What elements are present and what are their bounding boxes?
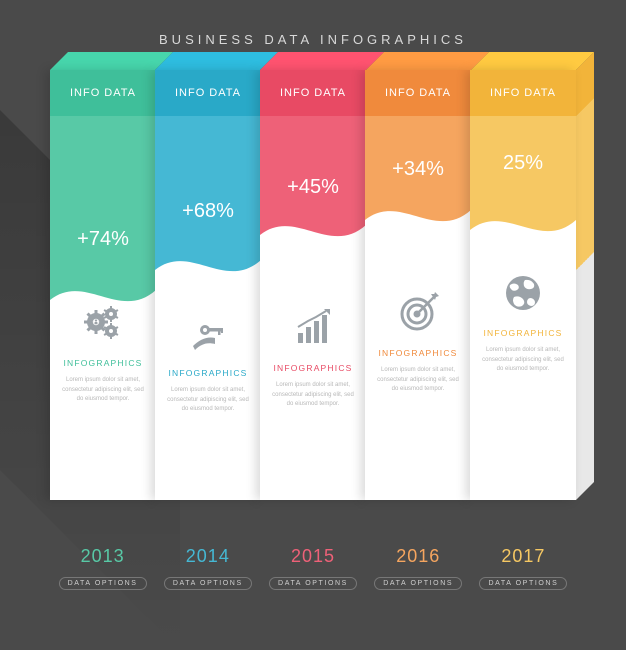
target-icon xyxy=(375,290,461,336)
year-item: 2013 DATA OPTIONS xyxy=(50,546,155,590)
column-header: INFO DATA xyxy=(260,70,366,116)
info-column: INFO DATA 25% INFOGRAPHICS Lorem ipsum d… xyxy=(470,70,576,500)
gears-icon xyxy=(60,300,146,346)
percentage-value: +34% xyxy=(365,158,471,181)
info-column: INFO DATA +74% INFOGRAPHICS Lorem ipsum … xyxy=(50,70,156,500)
year-number: 2016 xyxy=(366,546,471,567)
year-item: 2015 DATA OPTIONS xyxy=(260,546,365,590)
column-heading: INFOGRAPHICS xyxy=(480,328,566,338)
column-bottom: INFOGRAPHICS Lorem ipsum dolor sit amet,… xyxy=(260,305,366,500)
years-row: 2013 DATA OPTIONS 2014 DATA OPTIONS 2015… xyxy=(50,546,576,590)
data-options-pill: DATA OPTIONS xyxy=(374,577,462,590)
percentage-value: +45% xyxy=(260,176,366,199)
top-3d-face xyxy=(50,52,594,70)
year-item: 2016 DATA OPTIONS xyxy=(366,546,471,590)
column-lorem: Lorem ipsum dolor sit amet, consectetur … xyxy=(165,386,251,415)
info-column: INFO DATA +68% INFOGRAPHICS Lorem ipsum … xyxy=(155,70,261,500)
year-number: 2013 xyxy=(50,546,155,567)
column-lorem: Lorem ipsum dolor sit amet, consectetur … xyxy=(270,381,356,410)
data-options-pill: DATA OPTIONS xyxy=(269,577,357,590)
column-lorem: Lorem ipsum dolor sit amet, consectetur … xyxy=(480,346,566,375)
year-item: 2017 DATA OPTIONS xyxy=(471,546,576,590)
info-column: INFO DATA +45% INFOGRAPHICS Lorem ipsum … xyxy=(260,70,366,500)
column-header: INFO DATA xyxy=(155,70,261,116)
page-title: BUSINESS DATA INFOGRAPHICS xyxy=(0,0,626,47)
chart-icon xyxy=(270,305,356,351)
column-heading: INFOGRAPHICS xyxy=(60,358,146,368)
percentage-value: +68% xyxy=(155,200,261,223)
year-number: 2017 xyxy=(471,546,576,567)
percentage-value: 25% xyxy=(470,152,576,175)
data-options-pill: DATA OPTIONS xyxy=(59,577,147,590)
globe-icon xyxy=(480,270,566,316)
data-options-pill: DATA OPTIONS xyxy=(164,577,252,590)
year-number: 2014 xyxy=(155,546,260,567)
column-heading: INFOGRAPHICS xyxy=(375,348,461,358)
column-lorem: Lorem ipsum dolor sit amet, consectetur … xyxy=(60,376,146,405)
info-column: INFO DATA +34% INFOGRAPHICS Lorem ipsum … xyxy=(365,70,471,500)
key-icon xyxy=(165,310,251,356)
year-number: 2015 xyxy=(260,546,365,567)
right-3d-face xyxy=(576,52,594,500)
column-header: INFO DATA xyxy=(470,70,576,116)
column-header: INFO DATA xyxy=(365,70,471,116)
percentage-value: +74% xyxy=(50,228,156,251)
year-item: 2014 DATA OPTIONS xyxy=(155,546,260,590)
column-heading: INFOGRAPHICS xyxy=(165,368,251,378)
column-heading: INFOGRAPHICS xyxy=(270,363,356,373)
infographic-stage: INFO DATA +74% INFOGRAPHICS Lorem ipsum … xyxy=(50,70,576,510)
column-lorem: Lorem ipsum dolor sit amet, consectetur … xyxy=(375,366,461,395)
data-options-pill: DATA OPTIONS xyxy=(479,577,567,590)
column-bottom: INFOGRAPHICS Lorem ipsum dolor sit amet,… xyxy=(470,270,576,500)
column-bottom: INFOGRAPHICS Lorem ipsum dolor sit amet,… xyxy=(155,310,261,500)
column-bottom: INFOGRAPHICS Lorem ipsum dolor sit amet,… xyxy=(365,290,471,500)
column-header: INFO DATA xyxy=(50,70,156,116)
column-bottom: INFOGRAPHICS Lorem ipsum dolor sit amet,… xyxy=(50,300,156,500)
